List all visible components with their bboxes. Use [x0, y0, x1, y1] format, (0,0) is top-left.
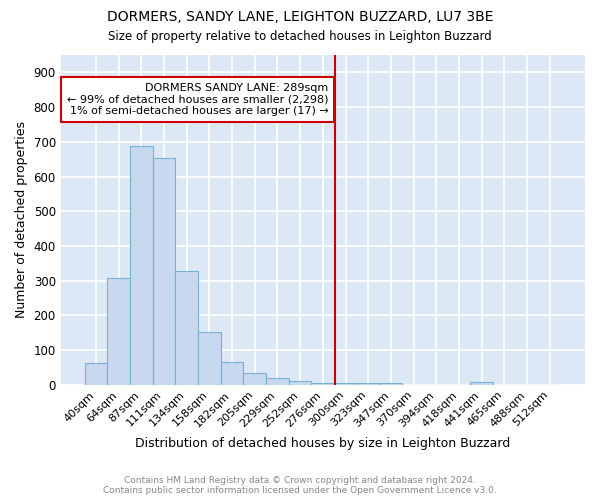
Text: Size of property relative to detached houses in Leighton Buzzard: Size of property relative to detached ho…: [108, 30, 492, 43]
Y-axis label: Number of detached properties: Number of detached properties: [15, 122, 28, 318]
Bar: [266, 378, 289, 385]
Bar: [85, 364, 107, 385]
Bar: [380, 384, 402, 385]
Text: Contains HM Land Registry data © Crown copyright and database right 2024.
Contai: Contains HM Land Registry data © Crown c…: [103, 476, 497, 495]
Bar: [334, 384, 357, 385]
X-axis label: Distribution of detached houses by size in Leighton Buzzard: Distribution of detached houses by size …: [135, 437, 511, 450]
Bar: [198, 332, 221, 385]
Bar: [107, 278, 130, 385]
Bar: [130, 146, 152, 385]
Bar: [289, 381, 311, 385]
Bar: [175, 272, 198, 385]
Bar: [311, 383, 334, 385]
Bar: [357, 384, 380, 385]
Bar: [244, 374, 266, 385]
Bar: [470, 382, 493, 385]
Bar: [152, 158, 175, 385]
Bar: [221, 362, 244, 385]
Text: DORMERS SANDY LANE: 289sqm
← 99% of detached houses are smaller (2,298)
1% of se: DORMERS SANDY LANE: 289sqm ← 99% of deta…: [67, 83, 328, 116]
Text: DORMERS, SANDY LANE, LEIGHTON BUZZARD, LU7 3BE: DORMERS, SANDY LANE, LEIGHTON BUZZARD, L…: [107, 10, 493, 24]
